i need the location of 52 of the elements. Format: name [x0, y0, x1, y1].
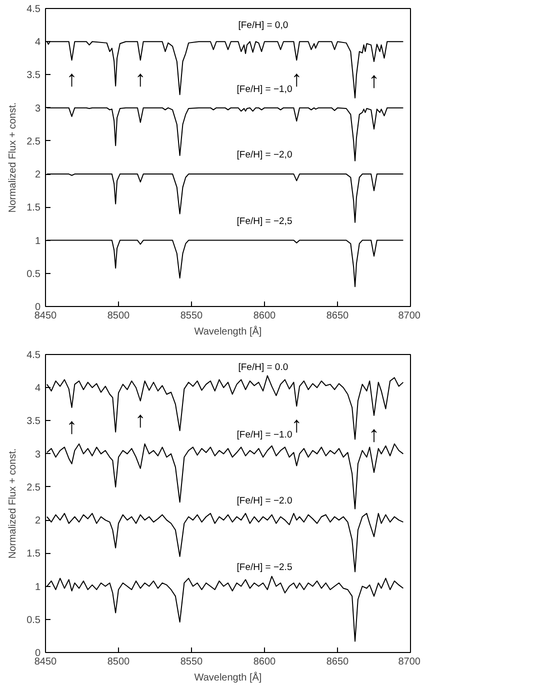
x-tick-label: 8450 [34, 656, 58, 668]
x-tick-label: 8500 [107, 656, 130, 668]
y-tick-label: 1 [34, 236, 41, 247]
y-tick-label: 4 [34, 383, 41, 394]
annotation: ↑ [291, 412, 302, 438]
y-tick-label: 2.5 [26, 136, 41, 148]
series-label: [Fe/H] = 0.0 [238, 362, 288, 373]
y-tick-label: 0 [34, 302, 41, 313]
annotation: ↑ [368, 421, 380, 446]
annotation: ↑ [368, 67, 380, 92]
y-tick-label: 2.5 [26, 482, 41, 494]
x-tick-label: 8700 [398, 310, 421, 322]
x-tick-label: 8700 [398, 656, 421, 668]
x-tick-label: 8650 [326, 310, 350, 322]
y-tick-label: 0 [34, 648, 41, 659]
y-tick-label: 4.5 [26, 4, 41, 15]
x-axis-title: Wavelength [Å] [194, 326, 262, 338]
y-axis-title: Normalized Flux + const. [8, 102, 19, 213]
annotation: ↑ [134, 406, 146, 432]
x-tick-label: 8500 [107, 310, 130, 322]
y-tick-label: 3 [34, 449, 41, 460]
x-tick-label: 8550 [180, 656, 204, 668]
x-tick-label: 8550 [180, 310, 204, 322]
series-label: [Fe/H] = −1,0 [236, 84, 292, 96]
series-label: [Fe/H] = −2,0 [236, 150, 292, 161]
y-tick-label: 1.5 [26, 548, 41, 560]
x-tick-label: 8650 [326, 656, 350, 668]
x-tick-label: 8450 [34, 310, 58, 322]
annotation: ↑ [66, 66, 78, 92]
x-tick-label: 8600 [253, 310, 276, 322]
y-tick-label: 2 [34, 170, 41, 181]
y-tick-label: 2 [34, 516, 41, 527]
annotation: ↑ [66, 413, 78, 438]
x-tick-label: 8600 [253, 656, 276, 668]
series-label: [Fe/H] = 0,0 [238, 20, 288, 32]
y-tick-label: 1.5 [26, 202, 41, 214]
x-axis-title: Wavelength [Å] [194, 672, 262, 684]
series-label: [Fe/H] = −2.5 [236, 562, 292, 573]
y-tick-label: 1 [34, 582, 41, 593]
y-tick-label: 0.5 [26, 614, 41, 626]
y-tick-label: 4.5 [26, 350, 41, 361]
y-axis-title: Normalized Flux + const. [8, 448, 19, 559]
y-tick-label: 4 [34, 37, 41, 48]
annotation: ↑ [134, 66, 146, 92]
series-label: [Fe/H] = −1.0 [236, 429, 292, 440]
y-tick-label: 3.5 [26, 70, 41, 82]
series-label: [Fe/H] = −2,5 [236, 216, 292, 227]
y-tick-label: 0.5 [26, 268, 41, 280]
annotation: ↑ [291, 66, 302, 92]
y-tick-label: 3.5 [26, 416, 41, 428]
series-label: [Fe/H] = −2.0 [236, 496, 292, 507]
y-tick-label: 3 [34, 103, 41, 114]
